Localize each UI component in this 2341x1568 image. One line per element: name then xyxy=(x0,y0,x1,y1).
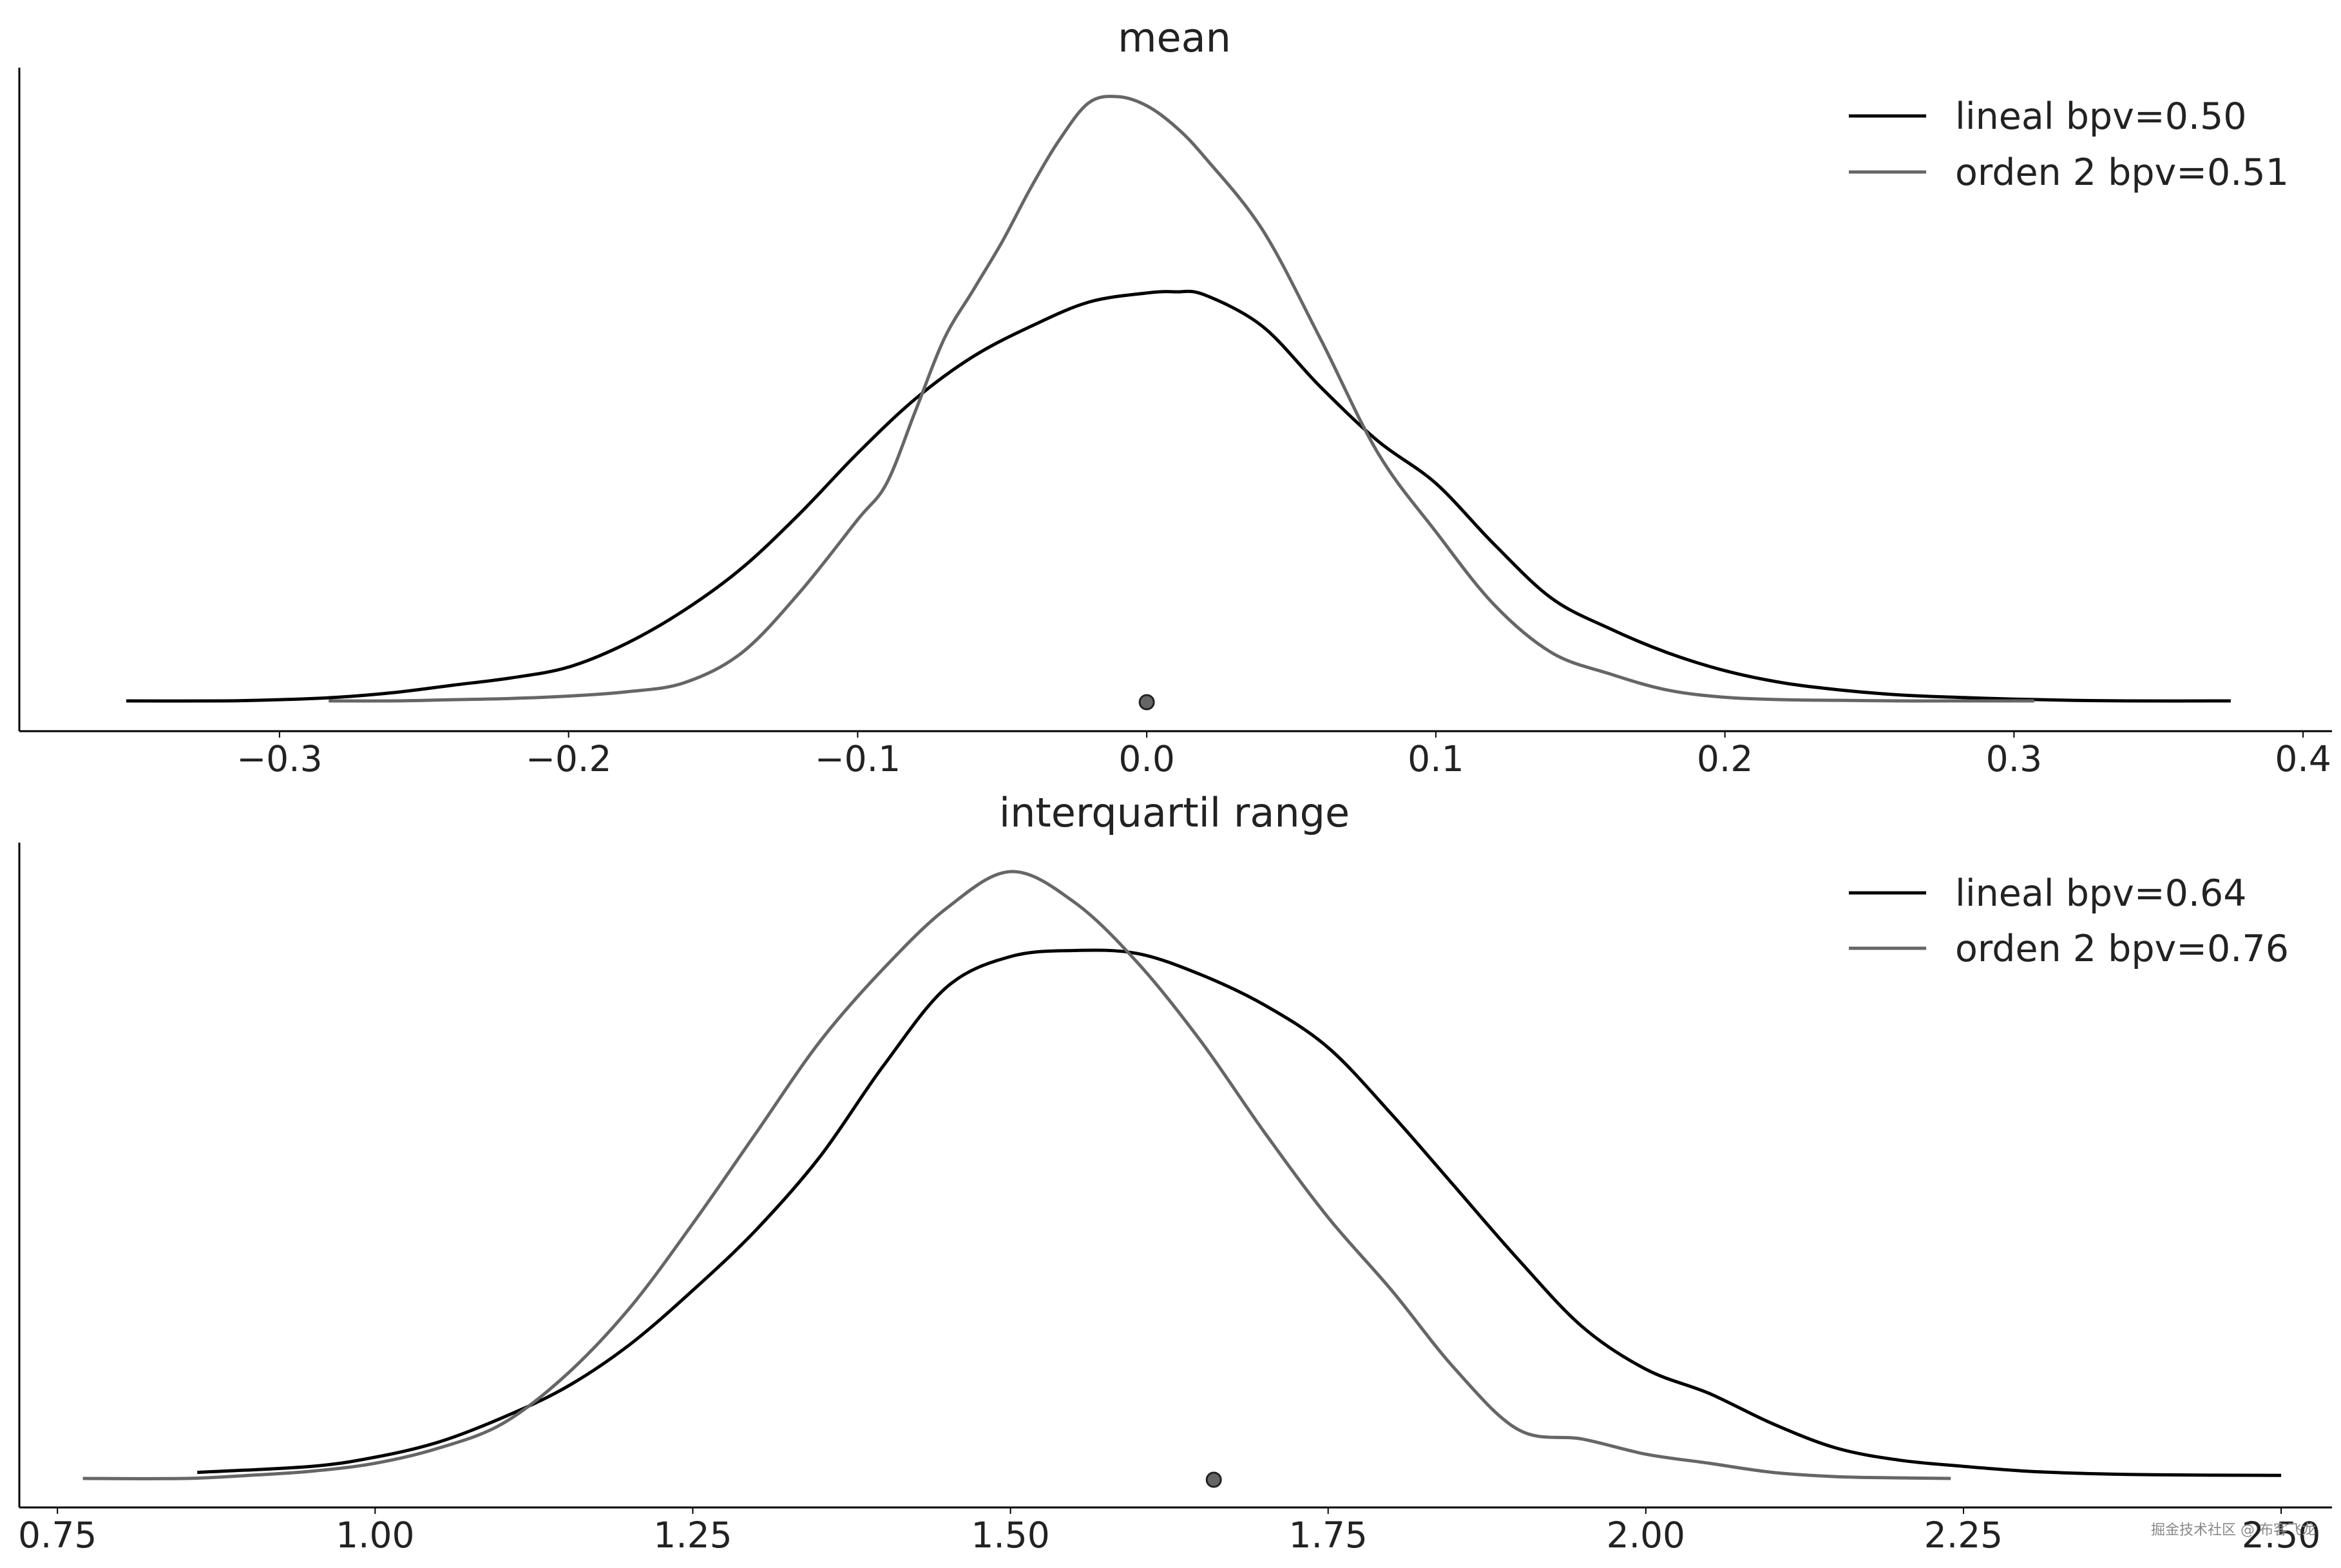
density-curve xyxy=(82,870,1951,1480)
x-tick-label: 0.3 xyxy=(1986,738,2042,779)
x-tick-label: −0.3 xyxy=(236,738,323,779)
x-tick-label: 1.00 xyxy=(336,1515,414,1556)
x-tick-label: 0.75 xyxy=(18,1515,97,1556)
legend: lineal bpv=0.50 orden 2 bpv=0.51 xyxy=(1849,95,2289,194)
x-tick-label: −0.2 xyxy=(526,738,612,779)
density-curve xyxy=(197,948,2282,1477)
x-tick-label: 0.2 xyxy=(1697,738,1753,779)
reference-point xyxy=(1205,1471,1222,1488)
x-tick-label: 2.00 xyxy=(1607,1515,1685,1556)
density-curves xyxy=(82,870,2282,1480)
x-tick-label: 0.4 xyxy=(2275,738,2331,779)
x-tick-label: 1.75 xyxy=(1288,1515,1367,1556)
reference-point xyxy=(1138,694,1155,711)
legend: lineal bpv=0.64 orden 2 bpv=0.76 xyxy=(1849,872,2289,970)
chart-panel-interquartil-range: interquartil range 0.75 1.00 1.25 1.50 1.75 2… xyxy=(18,789,2332,1556)
chart-title: interquartil range xyxy=(999,789,1350,836)
density-curve xyxy=(329,95,2034,703)
legend-label: lineal bpv=0.50 xyxy=(1955,95,2247,138)
density-curves xyxy=(126,95,2231,703)
x-tick-label: 2.25 xyxy=(1924,1515,2003,1556)
x-tick-labels: 0.75 1.00 1.25 1.50 1.75 2.00 2.25 2.50 xyxy=(18,1507,2320,1556)
x-tick-labels: −0.3 −0.2 −0.1 0.0 0.1 0.2 0.3 0.4 xyxy=(236,731,2331,779)
x-tick-label: 2.50 xyxy=(2242,1515,2320,1556)
legend-label: orden 2 bpv=0.51 xyxy=(1955,151,2289,194)
chart-panel-mean: mean −0.3 −0.2 −0.1 0.0 0.1 0.2 0.3 0.4 lineal … xyxy=(18,14,2332,779)
x-tick-label: −0.1 xyxy=(815,738,901,779)
chart-title: mean xyxy=(1118,14,1231,61)
density-curve xyxy=(126,289,2231,703)
x-tick-label: 1.50 xyxy=(971,1515,1049,1556)
x-tick-label: 1.25 xyxy=(653,1515,732,1556)
legend-label: lineal bpv=0.64 xyxy=(1955,872,2247,915)
x-tick-label: 0.1 xyxy=(1408,738,1464,779)
x-tick-label: 0.0 xyxy=(1118,738,1174,779)
legend-label: orden 2 bpv=0.76 xyxy=(1955,928,2289,970)
watermark-text: 掘金技术社区 @ 布客飞龙 xyxy=(2151,1522,2316,1538)
